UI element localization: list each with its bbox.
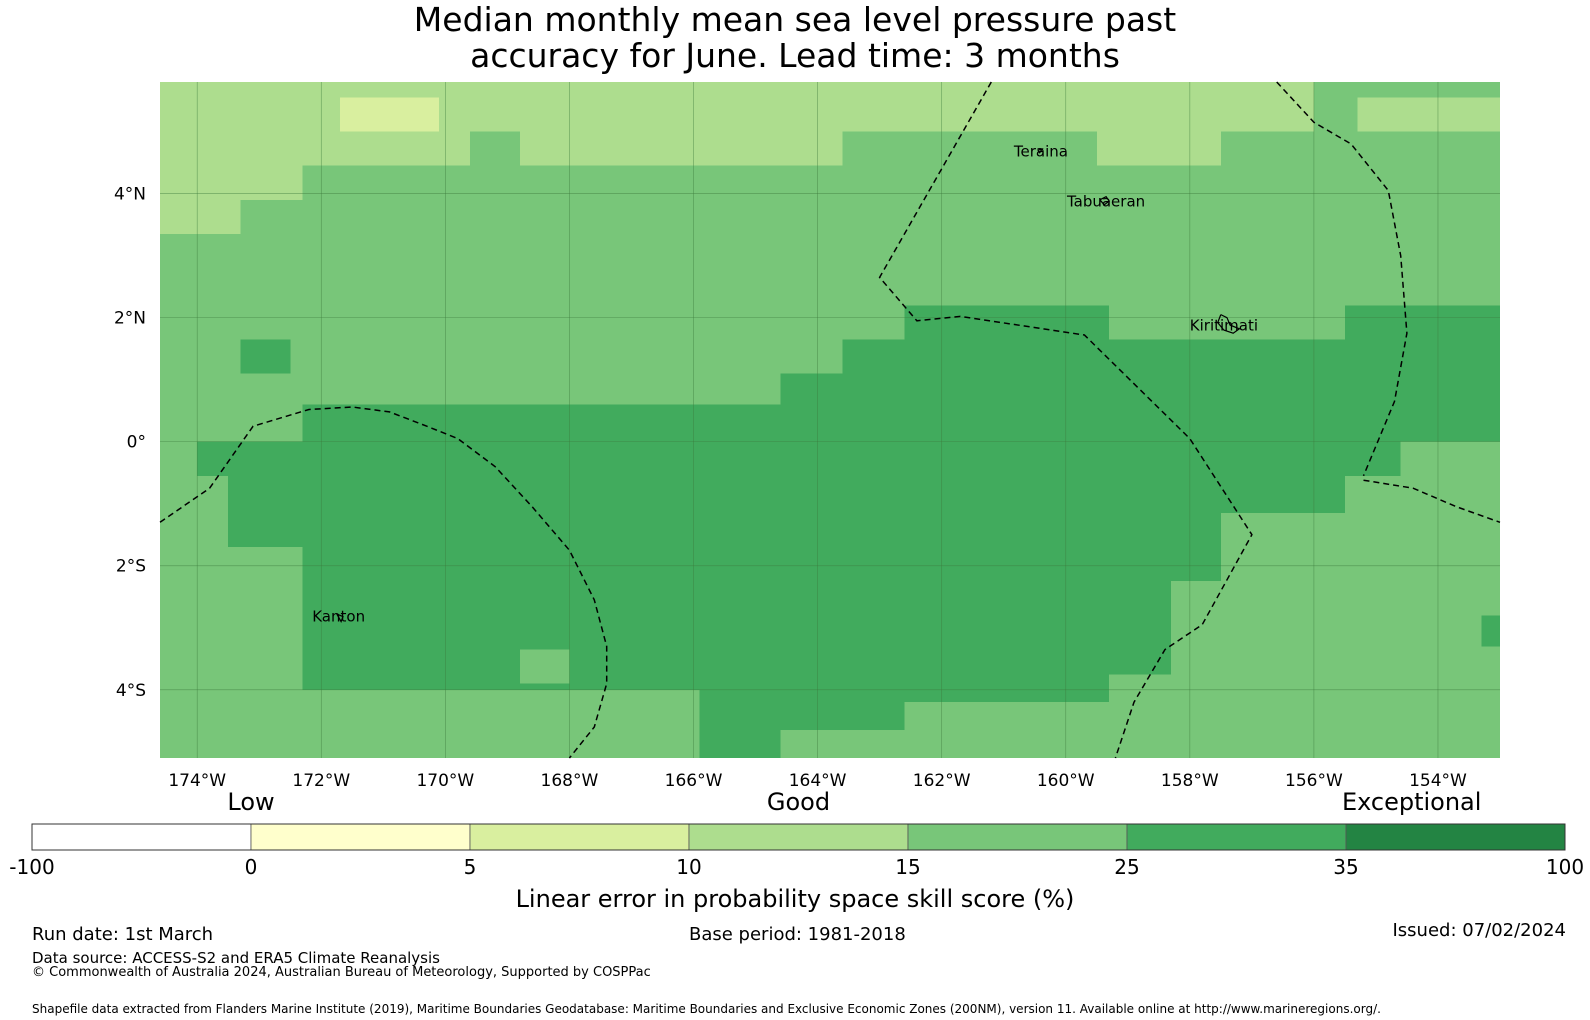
skill-cell xyxy=(1344,441,1401,476)
lon-tick-label: 172°W xyxy=(292,771,350,791)
skill-cell xyxy=(904,305,1110,703)
lon-tick-label: 174°W xyxy=(168,771,226,791)
colorbar-category-label: Low xyxy=(227,788,275,816)
colorbar-frame xyxy=(31,823,1566,851)
eez-boundary-line xyxy=(878,81,1253,759)
skill-cell xyxy=(339,97,440,132)
axis-ticks: 174°W 172°W 170°W 168°W 166°W 164°W 162°W 160°W… xyxy=(114,185,1467,791)
island-outline xyxy=(1217,314,1241,334)
colorbar-segment xyxy=(250,823,471,851)
skill-cell xyxy=(302,404,483,690)
skill-cell xyxy=(842,82,1314,132)
place-label: Kanton xyxy=(312,608,365,626)
lat-tick-label: 4°S xyxy=(116,681,146,701)
lon-tick-label: 162°W xyxy=(913,771,971,791)
colorbar-tick-label: 10 xyxy=(676,855,702,879)
island-outlines xyxy=(336,147,1241,623)
colorbar-segment xyxy=(907,823,1128,851)
shapefile-credit: Shapefile data extracted from Flanders M… xyxy=(32,1002,1381,1016)
eez-boundary-line xyxy=(159,406,608,759)
graticule xyxy=(160,82,1500,758)
skill-cell xyxy=(519,649,570,684)
place-label: Tabuaeran xyxy=(1066,193,1145,211)
colorbar-tick-label: 35 xyxy=(1333,855,1359,879)
skill-cell xyxy=(160,165,241,234)
chart-title-line-1: Median monthly mean sea level pressure p… xyxy=(413,0,1177,39)
skill-cell xyxy=(1357,97,1500,132)
skill-cell xyxy=(228,475,303,548)
colorbar-tick-label: 25 xyxy=(1114,855,1140,879)
place-label: Teraina xyxy=(1013,142,1068,160)
issued-date: Issued: 07/02/2024 xyxy=(1392,920,1566,941)
place-label: Kiritimati xyxy=(1190,317,1258,335)
skill-cell xyxy=(470,82,520,132)
skill-cell xyxy=(1109,339,1345,514)
skill-cell xyxy=(240,82,303,200)
island-outline xyxy=(1037,147,1044,154)
skill-cell xyxy=(842,339,905,731)
chart-title-line-2: accuracy for June. Lead time: 3 months xyxy=(470,36,1120,75)
lon-tick-label: 154°W xyxy=(1409,771,1467,791)
lon-tick-label: 164°W xyxy=(789,771,847,791)
data-source: Data source: ACCESS-S2 and ERA5 Climate … xyxy=(32,949,440,967)
skill-cell xyxy=(482,404,700,690)
eez-boundaries xyxy=(159,81,1501,759)
island-outline xyxy=(336,613,344,623)
skill-cell xyxy=(1109,581,1172,675)
skill-cell xyxy=(519,82,781,166)
lon-tick-label: 160°W xyxy=(1037,771,1095,791)
colorbar-segment xyxy=(688,823,909,851)
lon-tick-label: 166°W xyxy=(665,771,723,791)
base-period: Base period: 1981-2018 xyxy=(689,924,906,945)
colorbar-tick-label: 100 xyxy=(1545,855,1585,879)
colorbar-tick-label: 0 xyxy=(244,855,258,879)
colorbar-segment xyxy=(31,823,252,851)
colorbar-tick-label: 5 xyxy=(463,855,477,879)
place-labels: Teraina Tabuaeran Kiritimati Kanton xyxy=(312,142,1258,625)
island-outline xyxy=(1099,195,1111,206)
skill-cell xyxy=(240,339,291,374)
colorbar xyxy=(31,823,1566,851)
copyright: © Commonwealth of Australia 2024, Austra… xyxy=(32,965,651,980)
skill-cell xyxy=(160,82,241,166)
colorbar-tick-label: 15 xyxy=(895,855,921,879)
lat-tick-label: 4°N xyxy=(114,185,146,205)
lat-tick-label: 0° xyxy=(127,433,146,453)
eez-boundary-line xyxy=(1276,81,1408,477)
skill-cell xyxy=(1096,131,1221,166)
colorbar-segment xyxy=(469,823,690,851)
skill-cell xyxy=(1344,305,1500,442)
colorbar-segment xyxy=(1126,823,1347,851)
skill-cell xyxy=(780,373,843,731)
colorbar-category-label: Exceptional xyxy=(1341,788,1482,816)
skill-cell xyxy=(780,82,843,166)
lat-tick-label: 2°N xyxy=(114,309,146,329)
lon-tick-label: 158°W xyxy=(1161,771,1219,791)
skill-cell xyxy=(1481,615,1500,647)
colorbar-segment xyxy=(1345,823,1566,851)
skill-grid xyxy=(160,82,1500,758)
colorbar-tick-label: -100 xyxy=(9,855,55,879)
skill-cell xyxy=(699,404,781,758)
lon-tick-label: 156°W xyxy=(1285,771,1343,791)
run-date: Run date: 1st March xyxy=(32,924,214,945)
colorbar-label: Linear error in probability space skill … xyxy=(515,885,1075,913)
lat-tick-label: 2°S xyxy=(116,557,146,577)
colorbar-category-label: Good xyxy=(766,788,831,816)
skill-cell xyxy=(197,441,303,476)
eez-boundary-line xyxy=(1363,479,1501,524)
skill-cell xyxy=(1109,513,1221,582)
skill-cell xyxy=(482,730,545,758)
lon-tick-label: 168°W xyxy=(541,771,599,791)
skill-cell xyxy=(842,730,893,758)
lon-tick-label: 170°W xyxy=(416,771,474,791)
